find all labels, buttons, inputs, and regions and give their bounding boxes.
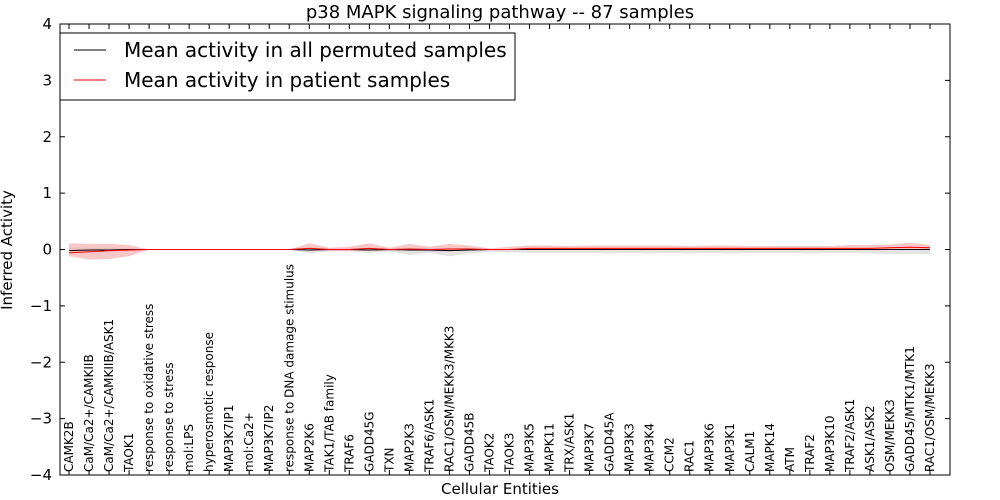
x-tick-label: response to oxidative stress (142, 304, 156, 472)
x-axis-label: Cellular Entities (441, 480, 559, 498)
y-tick-label: 4 (42, 15, 52, 33)
x-tick-label: CALM1 (743, 431, 757, 472)
x-tick-label: TXN (382, 447, 396, 473)
x-tick-label: TRAF2 (803, 434, 817, 473)
x-tick-label: MAP2K3 (402, 423, 416, 472)
y-tick-label: 0 (42, 241, 52, 259)
x-tick-label: GADD45G (362, 411, 376, 472)
x-tick-label: TAOK3 (503, 433, 517, 473)
y-tick-label: −3 (30, 410, 52, 428)
x-tick-label: ASK1/ASK2 (863, 405, 877, 472)
x-tick-label: response to stress (162, 362, 176, 472)
x-tick-label: GADD45A (603, 412, 617, 472)
y-tick-label: 2 (42, 128, 52, 146)
x-tick-label: RAC1/OSM/MEKK3 (923, 363, 937, 472)
legend-label-permuted: Mean activity in all permuted samples (124, 38, 507, 62)
x-tick-label: hyperosmotic response (202, 332, 216, 472)
x-tick-label: TAOK2 (482, 433, 496, 473)
x-tick-label: TAK1/TAB family (322, 374, 336, 473)
x-tick-label: CCM2 (663, 437, 677, 472)
y-tick-label: 1 (42, 184, 52, 202)
x-tick-label: CaM/Ca2+/CAMKIIB (82, 354, 96, 472)
x-axis-ticks: CAMK2B CaM/Ca2+/CAMKIIB CaM/Ca2+/CAMKIIB/A… (62, 24, 937, 475)
x-tick-label: MAP3K7IP2 (262, 405, 276, 472)
x-tick-label: MAPK14 (763, 423, 777, 472)
x-tick-label: GADD45B (462, 413, 476, 472)
x-tick-label: MAP3K4 (643, 423, 657, 472)
y-tick-label: 3 (42, 71, 52, 89)
x-tick-label: TAOK1 (122, 433, 136, 473)
y-tick-label: −1 (30, 297, 52, 315)
legend-box (59, 32, 516, 101)
x-tick-label: OSM/MEKK3 (883, 399, 897, 472)
x-tick-label: CAMK2B (62, 421, 76, 472)
legend: Mean activity in all permuted samples Me… (59, 32, 516, 101)
x-tick-label: MAP3K7 (583, 423, 597, 472)
x-tick-label: TRAF6/ASK1 (422, 399, 436, 473)
line-patient (68, 246, 931, 254)
x-tick-label: TRAF2/ASK1 (843, 399, 857, 473)
x-tick-label: MAPK11 (543, 423, 557, 472)
legend-label-patient: Mean activity in patient samples (124, 68, 450, 92)
x-tick-label: ATM (783, 447, 797, 472)
y-tick-label: −2 (30, 353, 52, 371)
chart-title: p38 MAPK signaling pathway -- 87 samples (306, 2, 694, 23)
x-tick-label: MAP3K6 (703, 423, 717, 472)
confidence-bands (69, 242, 930, 260)
x-tick-label: MAP2K6 (302, 423, 316, 472)
x-tick-label: CaM/Ca2+/CAMKIIB/ASK1 (102, 319, 116, 472)
band-patient (69, 242, 930, 260)
x-tick-label: mol:Ca2+ (242, 412, 256, 472)
x-tick-label: RAC1/OSM/MEKK3/MKK3 (442, 326, 456, 472)
y-tick-label: −4 (30, 466, 52, 484)
x-tick-label: MAP3K5 (523, 423, 537, 472)
series-lines (68, 246, 931, 254)
plot-area-frame (59, 23, 951, 476)
x-tick-label: mol:LPS (182, 424, 196, 472)
x-tick-label: MAP3K1 (723, 423, 737, 472)
x-tick-label: TRAF6 (342, 434, 356, 473)
x-tick-label: TRX/ASK1 (563, 413, 577, 473)
x-tick-label: MAP3K7IP1 (222, 405, 236, 472)
y-axis-label: Inferred Activity (0, 190, 16, 310)
y-axis-ticks: −4 −3 −2 −1 0 1 2 3 4 (30, 15, 950, 484)
x-tick-label: MAP3K3 (623, 423, 637, 472)
x-tick-label: MAP3K10 (823, 415, 837, 472)
x-tick-label: response to DNA damage stimulus (282, 264, 296, 472)
x-tick-label: GADD45/MTK1/MTK1 (903, 346, 917, 472)
x-tick-label: RAC1 (683, 440, 697, 472)
